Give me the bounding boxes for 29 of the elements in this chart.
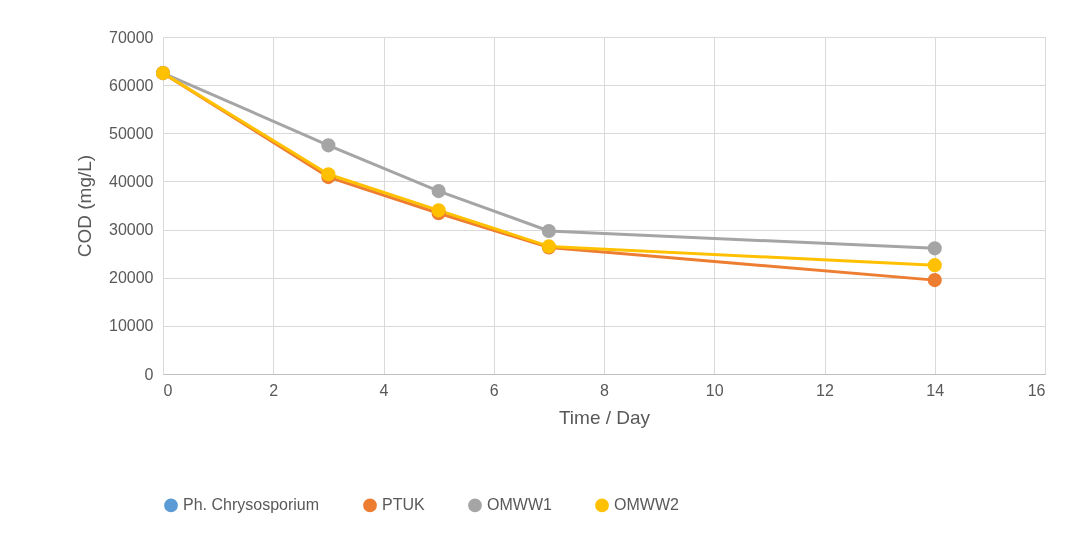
y-tick-label: 10000 xyxy=(109,317,154,335)
y-tick-label: 60000 xyxy=(109,76,154,94)
x-tick-label: 16 xyxy=(1027,381,1046,399)
y-tick-label: 30000 xyxy=(109,221,154,239)
legend-label: Ph. Chrysosporium xyxy=(183,496,320,514)
legend-label: OMWW1 xyxy=(487,496,552,514)
x-tick-label: 10 xyxy=(705,381,724,399)
legend-label: PTUK xyxy=(382,496,425,514)
x-tick-label: 0 xyxy=(163,381,173,399)
x-tick-label: 2 xyxy=(269,381,279,399)
point xyxy=(431,184,446,199)
point xyxy=(927,258,942,273)
x-axis-title: Time / Day xyxy=(558,406,651,428)
point xyxy=(927,241,942,256)
point xyxy=(541,223,556,239)
x-tick-label: 14 xyxy=(926,381,945,399)
point xyxy=(321,138,336,153)
x-tick-label: 6 xyxy=(489,381,499,399)
y-tick-label: 40000 xyxy=(109,172,154,190)
point xyxy=(927,273,942,288)
y-tick-label: 70000 xyxy=(109,28,154,46)
y-axis-title: COD (mg/L) xyxy=(74,154,96,258)
x-tick-label: 12 xyxy=(816,381,834,399)
y-tick-label: 20000 xyxy=(109,269,154,287)
x-tick-label: 4 xyxy=(379,381,389,399)
y-tick-label: 50000 xyxy=(109,124,154,142)
legend-label: OMWW2 xyxy=(614,496,679,514)
y-tick-label: 0 xyxy=(144,365,154,383)
x-tick-label: 8 xyxy=(600,381,610,399)
